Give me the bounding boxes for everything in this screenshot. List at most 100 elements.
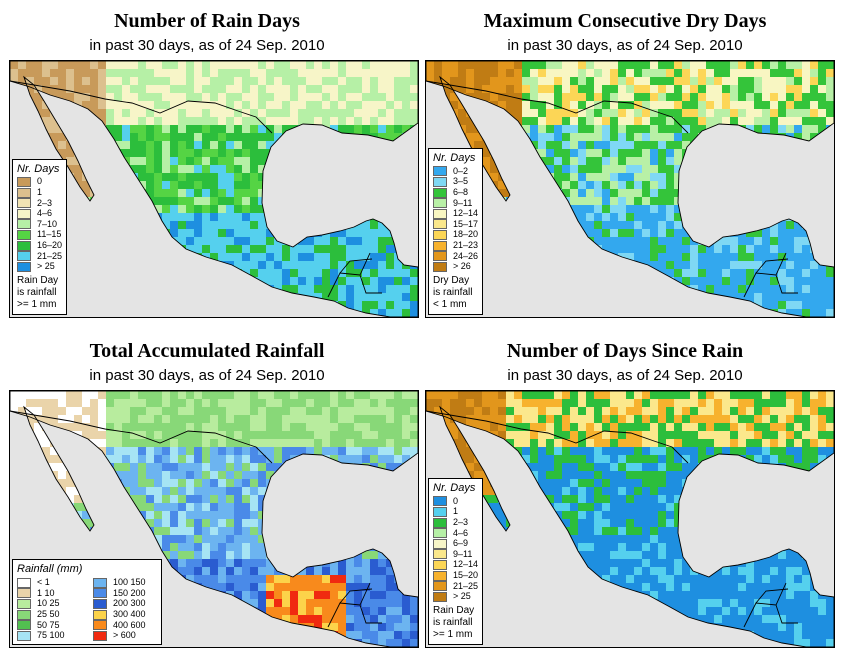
legend-label: 100 150 (113, 577, 146, 588)
baja-coastline (439, 75, 511, 202)
legend-swatch (93, 588, 107, 599)
legend-swatch (433, 198, 447, 209)
legend-swatch (17, 630, 31, 641)
legend-item: 21–23 (433, 240, 478, 251)
coastline (10, 391, 418, 647)
raster-cells (426, 391, 834, 647)
legend-note: Rain Day is rainfall >= 1 mm (17, 275, 59, 310)
legend-item: > 25 (433, 591, 478, 602)
panel-days-since-rain: Number of Days Since Rain in past 30 day… (420, 330, 835, 650)
legend-swatch (17, 598, 31, 609)
legend-item: 50 75 (17, 620, 81, 631)
legend-swatch (433, 559, 447, 570)
legend-swatch (17, 588, 31, 599)
legend-swatch (433, 208, 447, 219)
legend-label: 9–11 (453, 197, 473, 208)
legend-label: 12–14 (453, 208, 479, 219)
legend-label: 10 25 (37, 598, 60, 609)
panel-subtitle: in past 30 days, as of 24 Sep. 2010 (89, 367, 325, 384)
legend-label: 9–11 (453, 548, 473, 559)
legend-item: 0 (17, 176, 62, 188)
legend-swatch (433, 517, 447, 528)
panel-subtitle: in past 30 days, as of 24 Sep. 2010 (89, 37, 325, 54)
legend-item: 4–6 (17, 208, 62, 219)
legend-swatch (17, 577, 31, 588)
legend-item: 12–14 (433, 208, 478, 219)
legend-label: 1 10 (37, 587, 55, 598)
legend-label: 15–17 (453, 218, 479, 229)
legend-swatch (433, 591, 447, 602)
legend-label: 50 75 (37, 619, 60, 630)
legend-swatch (17, 620, 31, 631)
legend-swatch (433, 261, 447, 272)
legend-label: 21–23 (453, 240, 479, 251)
legend-label: 1 (453, 506, 459, 517)
raster-cells (10, 61, 418, 317)
map-legend: Nr. Days 0 1 2–3 4–6 6–9 9–11 12–14 15–20 21–25 > … (428, 478, 484, 645)
legend-swatch (433, 496, 447, 507)
legend-item: 11–15 (17, 229, 62, 241)
legend-label: 2–3 (37, 197, 53, 208)
legend-swatch (433, 166, 447, 177)
central-america-borders (327, 252, 382, 298)
legend-item: 400 600 (93, 620, 157, 631)
legend-label: 11–15 (37, 229, 62, 240)
legend-swatch (17, 176, 31, 187)
legend-label: 400 600 (113, 619, 146, 630)
legend-label: < 1 (37, 577, 50, 588)
map-legend: Nr. Days 0–2 3–5 6–8 9–11 12–14 15–17 18–20 21–2… (428, 148, 484, 315)
days-since-rain-map: Nr. Days 0 1 2–3 4–6 6–9 9–11 12–14 15–20 21–25 > … (425, 390, 835, 648)
legend-swatch (17, 261, 31, 272)
legend-item: < 1 (17, 577, 81, 588)
central-america-borders (743, 252, 798, 298)
panel-subtitle: in past 30 days, as of 24 Sep. 2010 (507, 367, 743, 384)
legend-note: Dry Day is rainfall < 1 mm (433, 275, 473, 310)
legend-swatch (433, 251, 447, 262)
legend-item: 18–20 (433, 229, 478, 241)
legend-label: 75 100 (37, 630, 65, 641)
legend-item: 2–3 (17, 198, 62, 209)
legend-item: 0 (433, 496, 478, 507)
legend-swatch (93, 630, 107, 641)
legend-item: 1 (433, 506, 478, 518)
legend-label: 0–2 (453, 165, 469, 176)
legend-swatch (433, 581, 447, 592)
legend-swatch (17, 251, 31, 262)
central-america-borders (743, 582, 798, 628)
legend-swatch (433, 229, 447, 240)
legend-label: 25 50 (37, 609, 60, 620)
map-canvas (426, 61, 834, 317)
us-mexico-border (10, 410, 273, 464)
legend-swatch (433, 528, 447, 539)
legend-item: 2–3 (433, 517, 478, 528)
legend-item: > 26 (433, 261, 478, 272)
legend-label: > 25 (37, 261, 55, 272)
panel-subtitle: in past 30 days, as of 24 Sep. 2010 (507, 37, 743, 54)
legend-label: 2–3 (453, 517, 469, 528)
us-mexico-border (426, 410, 689, 464)
legend-item: 1 10 (17, 588, 81, 599)
legend-swatch (17, 219, 31, 230)
legend-swatch (433, 187, 447, 198)
legend-item: 9–11 (433, 549, 478, 560)
legend-swatch (433, 570, 447, 581)
legend-label: > 26 (453, 261, 471, 272)
baja-coastline (439, 405, 511, 532)
legend-item: 15–20 (433, 570, 478, 581)
panel-title: Maximum Consecutive Dry Days (483, 10, 767, 32)
us-mexico-border (426, 80, 689, 134)
legend-label: 150 200 (113, 587, 146, 598)
legend-label: 0 (453, 495, 459, 506)
panel-title: Total Accumulated Rainfall (89, 340, 325, 362)
legend-swatch (433, 219, 447, 230)
legend-item: 9–11 (433, 198, 478, 209)
legend-item: > 25 (17, 261, 62, 272)
map-legend: Nr. Days 0 1 2–3 4–6 7–10 11–15 16–20 21–25 > 25 R… (12, 158, 68, 315)
central-america-borders (327, 582, 382, 628)
legend-label: 7–10 (37, 218, 58, 229)
legend-item: 3–5 (433, 176, 478, 188)
legend-swatch (433, 506, 447, 517)
panel-dry-days: Maximum Consecutive Dry Days in past 30 … (420, 0, 835, 320)
legend-note: Rain Day is rainfall >= 1 mm (433, 605, 475, 640)
